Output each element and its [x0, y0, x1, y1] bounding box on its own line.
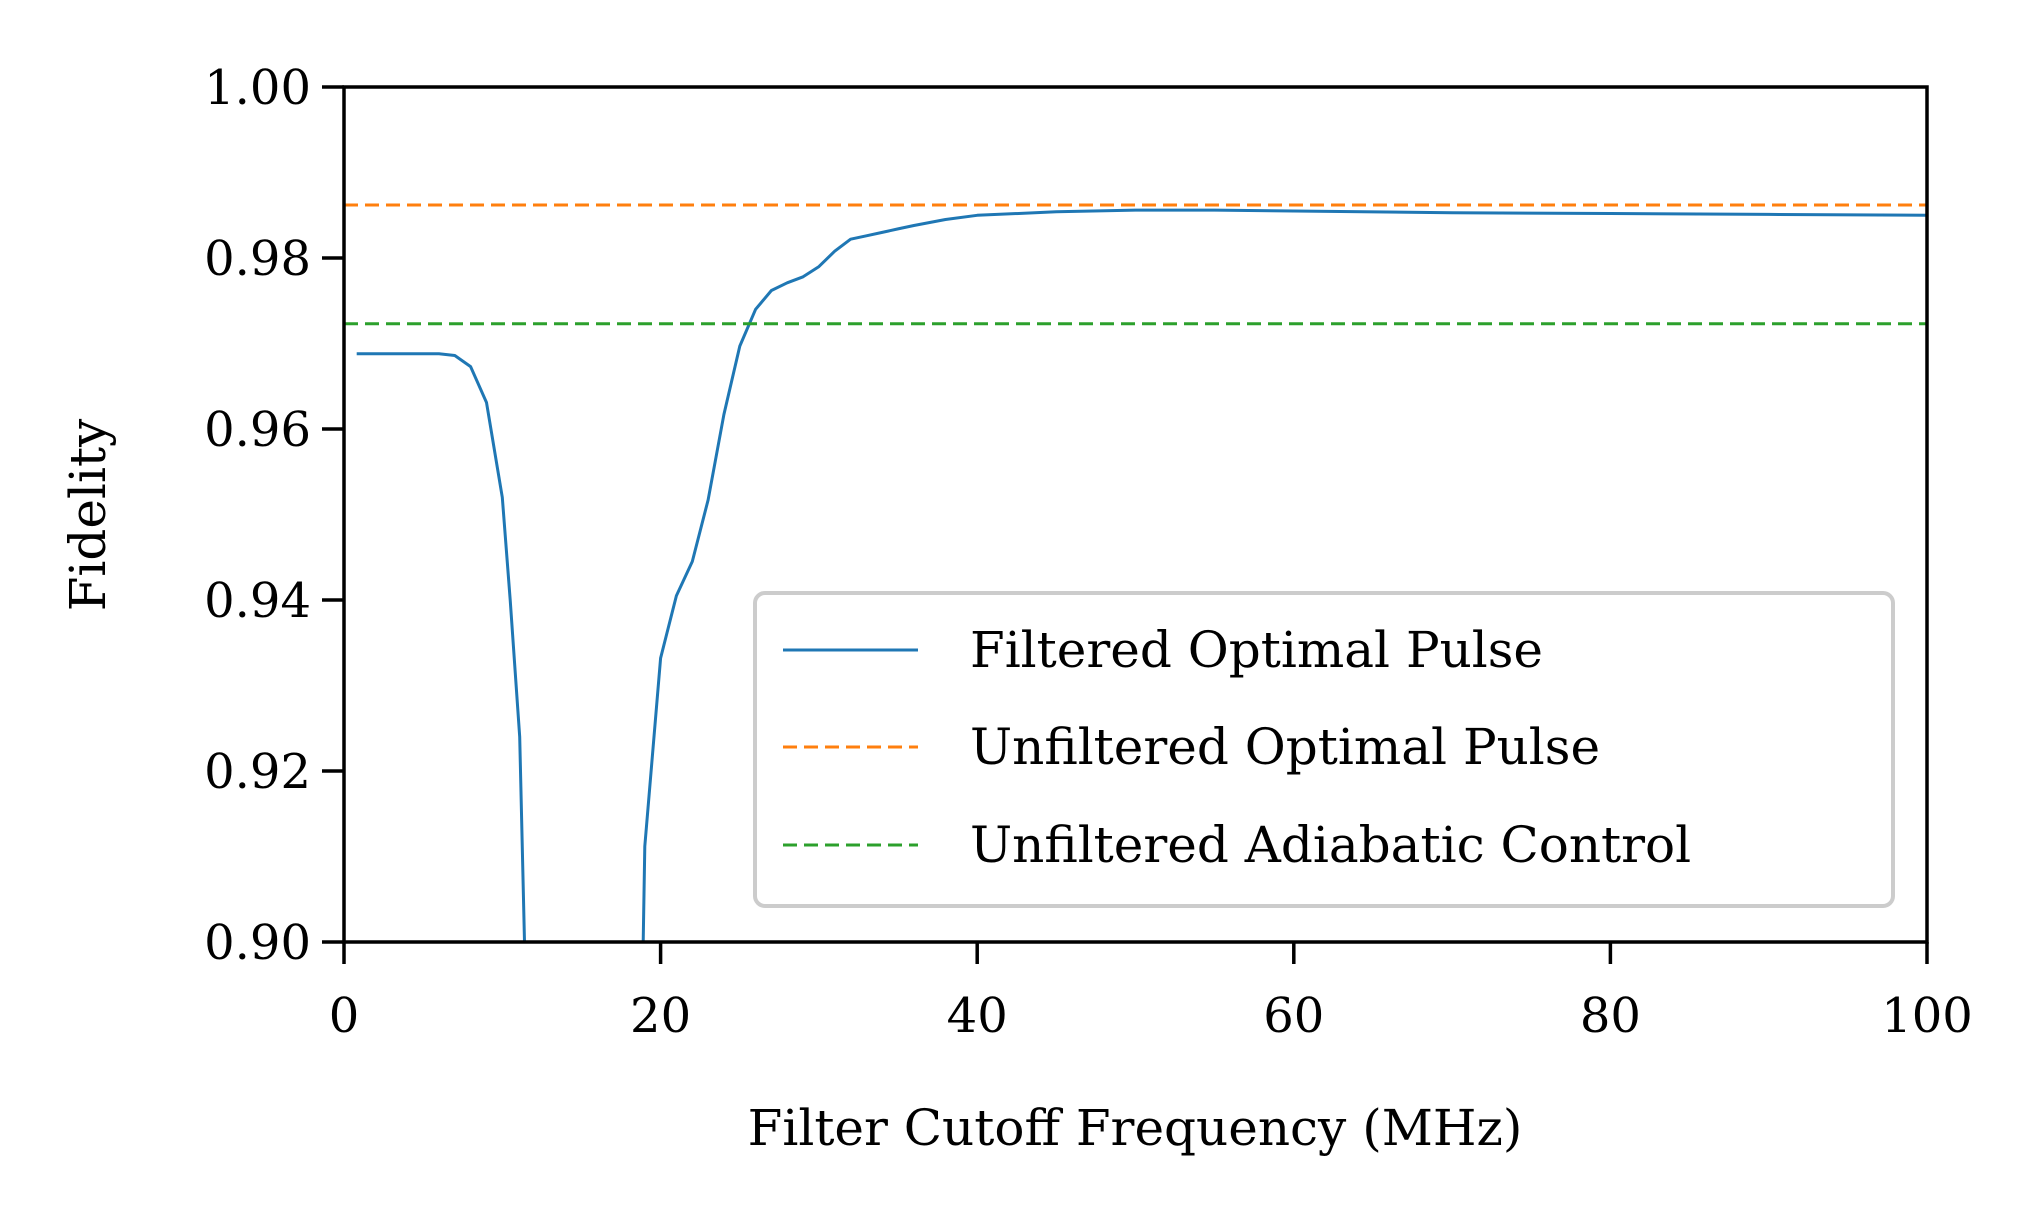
- legend-box: [753, 591, 1895, 908]
- x-tick-label: 0: [329, 988, 360, 1044]
- x-tick-label: 20: [630, 988, 691, 1044]
- x-tick-label: 80: [1580, 988, 1641, 1044]
- legend-label-unfiltered-optimal: Unfiltered Optimal Pulse: [970, 718, 1600, 776]
- y-tick-label: 0.90: [204, 915, 311, 971]
- x-tick-label: 100: [1881, 988, 1973, 1044]
- legend-label-unfiltered-adiabatic: Unfiltered Adiabatic Control: [970, 816, 1691, 874]
- legend: Filtered Optimal Pulse Unfiltered Optima…: [753, 591, 1895, 908]
- y-tick-label: 0.98: [204, 231, 311, 287]
- y-tick-label: 0.92: [204, 744, 311, 800]
- y-tick-label: 0.94: [204, 573, 311, 629]
- plot-frame: [342, 85, 1929, 944]
- y-axis-title: Fidelity: [59, 418, 117, 611]
- series-layer: [344, 203, 1927, 942]
- series-line-filtered-optimal: [356, 208, 1927, 942]
- y-tick-label: 0.96: [204, 402, 311, 458]
- x-tick-label: 40: [947, 988, 1008, 1044]
- x-tick-label: 60: [1263, 988, 1324, 1044]
- x-axis-title: Filter Cutoff Frequency (MHz): [748, 1099, 1523, 1157]
- y-tick-label: 1.00: [204, 60, 311, 116]
- x-axis-ticks: 0 20 40 60 80 100: [329, 942, 1973, 1044]
- y-axis-ticks: 0.90 0.92 0.94 0.96 0.98 1.00: [204, 60, 344, 971]
- legend-label-filtered-optimal: Filtered Optimal Pulse: [970, 621, 1543, 679]
